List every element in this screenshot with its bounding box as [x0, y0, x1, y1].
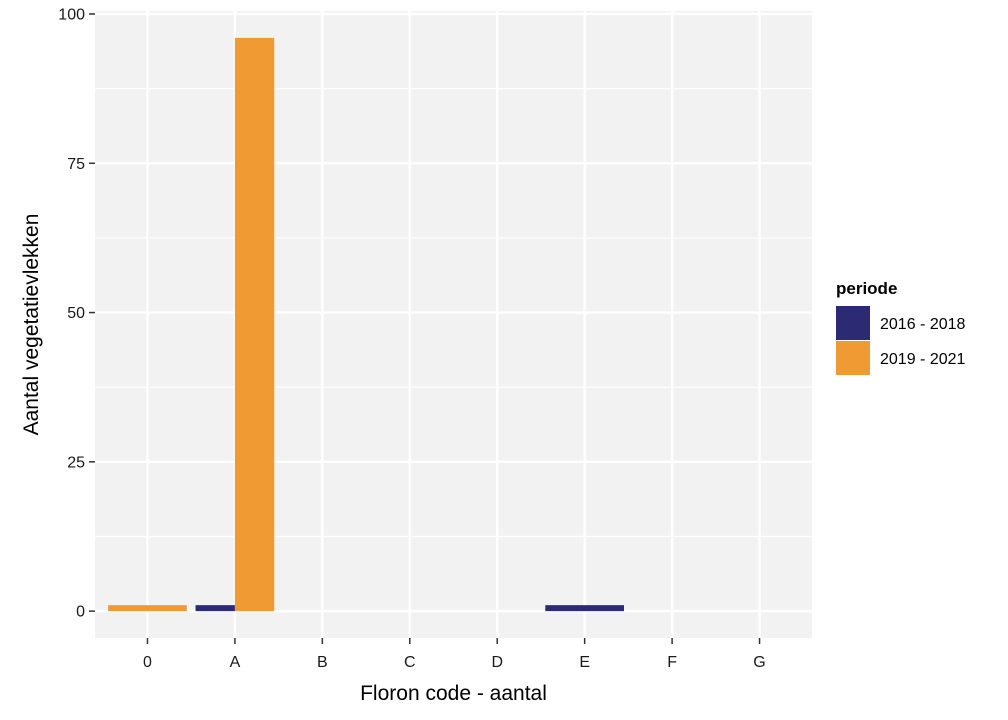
bar — [234, 37, 275, 612]
x-tick-label: 0 — [143, 654, 152, 671]
legend-label: 2019 - 2021 — [880, 351, 966, 368]
legend-label: 2016 - 2018 — [880, 316, 966, 333]
bar — [108, 605, 187, 612]
legend-key — [836, 306, 870, 340]
legend: periode 2016 - 2018 2019 - 2021 — [836, 279, 966, 375]
y-tick-label: 100 — [58, 6, 85, 23]
x-tick-label: C — [404, 654, 416, 671]
x-tick-label: F — [667, 654, 677, 671]
x-axis: 0 A B C D E F G — [143, 638, 766, 671]
x-tick-label: D — [491, 654, 503, 671]
bar — [195, 605, 235, 612]
plot-panel — [95, 11, 812, 638]
bar — [545, 605, 625, 612]
y-axis-title: Aantal vegetatievlekken — [20, 214, 43, 436]
legend-key — [836, 341, 870, 375]
x-tick-label: B — [317, 654, 328, 671]
y-tick-label: 50 — [67, 305, 85, 322]
x-tick-label: E — [579, 654, 590, 671]
minor-gridlines — [95, 88, 812, 538]
bars — [108, 37, 625, 612]
legend-title: periode — [836, 279, 897, 298]
y-tick-label: 25 — [67, 454, 85, 471]
y-tick-label: 75 — [67, 156, 85, 173]
y-axis: 0 25 50 75 100 — [58, 6, 95, 621]
x-tick-label: G — [753, 654, 765, 671]
y-tick-label: 0 — [76, 604, 85, 621]
x-axis-title: Floron code - aantal — [360, 682, 547, 705]
x-tick-label: A — [230, 654, 241, 671]
legend-items: 2016 - 2018 2019 - 2021 — [836, 306, 966, 375]
